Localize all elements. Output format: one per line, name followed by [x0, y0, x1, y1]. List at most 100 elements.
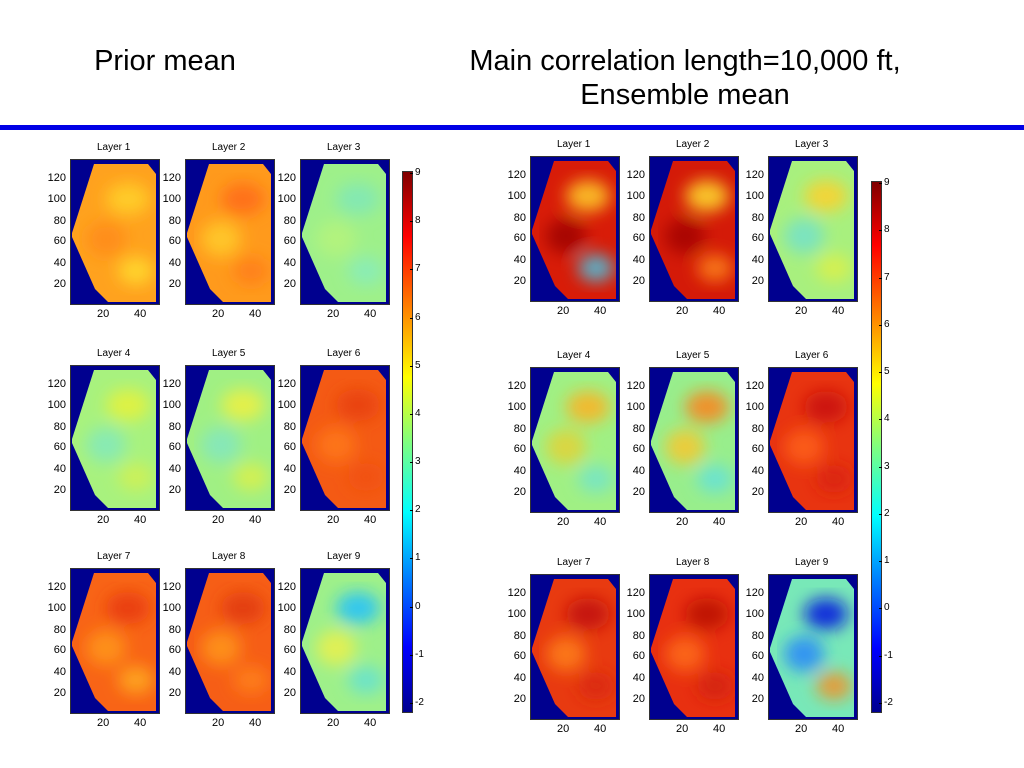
y-tick-label: 60 [751, 650, 764, 663]
ensemble-title-line-1: Main correlation length=10,000 ft, [469, 45, 901, 77]
field-patch [348, 666, 384, 694]
y-tick-label: 40 [513, 465, 526, 478]
field-patch [233, 463, 269, 491]
panel-title: Layer 2 [212, 142, 246, 153]
x-tick-label: 20 [676, 516, 689, 528]
field-patch [578, 672, 614, 700]
y-tick-label: 40 [751, 672, 764, 685]
y-tick-label: 20 [283, 277, 296, 290]
colorbar-tick-label: 8 [415, 215, 421, 227]
panel-title: Layer 8 [676, 557, 710, 568]
layer-map [70, 365, 160, 511]
colorbar [402, 171, 413, 713]
y-tick-label: 80 [632, 422, 645, 435]
x-tick-label: 40 [713, 723, 726, 735]
field-patch [106, 183, 150, 215]
field-patch [233, 666, 269, 694]
y-tick-label: 60 [283, 235, 296, 248]
colorbar-tick [410, 654, 413, 656]
colorbar-tick [410, 462, 413, 464]
field-patch [336, 592, 380, 624]
field-patch [578, 465, 614, 493]
colorbar-tick-label: 4 [884, 413, 890, 425]
colorbar-tick-label: 2 [884, 507, 890, 519]
field-patch [697, 254, 733, 282]
colorbar-tick [879, 561, 882, 563]
field-patch [784, 429, 824, 465]
x-tick-label: 40 [832, 723, 845, 735]
y-tick-label: 20 [53, 483, 66, 496]
y-tick-label: 60 [53, 441, 66, 454]
y-tick-label: 80 [751, 422, 764, 435]
colorbar-tick [410, 365, 413, 367]
field-patch [566, 180, 610, 212]
panel-title: Layer 4 [97, 348, 131, 359]
y-tick-label: 20 [168, 277, 181, 290]
colorbar-tick [879, 513, 882, 515]
colorbar-tick-label: 0 [884, 602, 890, 614]
y-tick-label: 120 [507, 587, 526, 600]
y-tick-label: 60 [632, 443, 645, 456]
ensemble-title-line-2: Ensemble mean [580, 79, 790, 111]
y-tick-label: 20 [632, 485, 645, 498]
y-tick-label: 40 [632, 254, 645, 267]
x-tick-label: 20 [212, 514, 225, 526]
y-tick-label: 120 [47, 172, 66, 185]
y-tick-label: 100 [162, 601, 181, 614]
panel-title: Layer 1 [97, 142, 131, 153]
y-tick-label: 80 [283, 214, 296, 227]
y-tick-label: 60 [513, 650, 526, 663]
colorbar-tick [879, 183, 882, 184]
panel-title: Layer 7 [557, 557, 591, 568]
y-tick-label: 20 [632, 692, 645, 705]
x-tick-label: 20 [97, 717, 110, 729]
y-tick-label: 100 [745, 400, 764, 413]
y-tick-label: 20 [283, 483, 296, 496]
y-tick-label: 80 [53, 420, 66, 433]
x-tick-label: 20 [795, 516, 808, 528]
colorbar-tick-label: 3 [415, 456, 421, 468]
x-tick-label: 20 [557, 723, 570, 735]
x-tick-label: 20 [212, 308, 225, 320]
y-tick-label: 20 [513, 274, 526, 287]
y-tick-label: 120 [626, 380, 645, 393]
layer-map [300, 568, 390, 714]
y-tick-label: 20 [168, 686, 181, 699]
y-tick-label: 80 [632, 629, 645, 642]
field-patch [86, 427, 126, 463]
colorbar-tick [879, 324, 882, 326]
colorbar-tick [879, 372, 882, 374]
y-tick-label: 80 [168, 420, 181, 433]
colorbar-tick [879, 703, 882, 704]
field-patch [118, 463, 154, 491]
y-tick-label: 120 [626, 169, 645, 182]
field-patch [816, 254, 852, 282]
layer-map [185, 159, 275, 305]
colorbar-tick-label: -1 [415, 648, 424, 660]
x-tick-label: 20 [327, 717, 340, 729]
layer-map [185, 568, 275, 714]
y-tick-label: 20 [513, 692, 526, 705]
field-patch [546, 636, 586, 672]
field-patch [546, 218, 586, 254]
y-tick-label: 120 [745, 587, 764, 600]
y-tick-label: 60 [513, 443, 526, 456]
colorbar-tick-label: 1 [415, 552, 421, 564]
y-tick-label: 80 [751, 211, 764, 224]
x-tick-label: 40 [249, 308, 262, 320]
y-tick-label: 60 [53, 235, 66, 248]
field-patch [316, 221, 356, 257]
layer-map [530, 156, 620, 302]
colorbar-tick-label: 5 [884, 366, 890, 378]
ensemble-mean-title: Main correlation length=10,000 ft, Ensem… [420, 44, 950, 112]
layer-map [530, 367, 620, 513]
layer-map [70, 568, 160, 714]
colorbar-tick-label: 7 [884, 271, 890, 283]
panel-title: Layer 2 [676, 139, 710, 150]
x-tick-label: 40 [134, 514, 147, 526]
y-tick-label: 100 [47, 398, 66, 411]
field-patch [816, 465, 852, 493]
y-tick-label: 100 [47, 601, 66, 614]
x-tick-label: 40 [832, 305, 845, 317]
y-tick-label: 20 [751, 274, 764, 287]
